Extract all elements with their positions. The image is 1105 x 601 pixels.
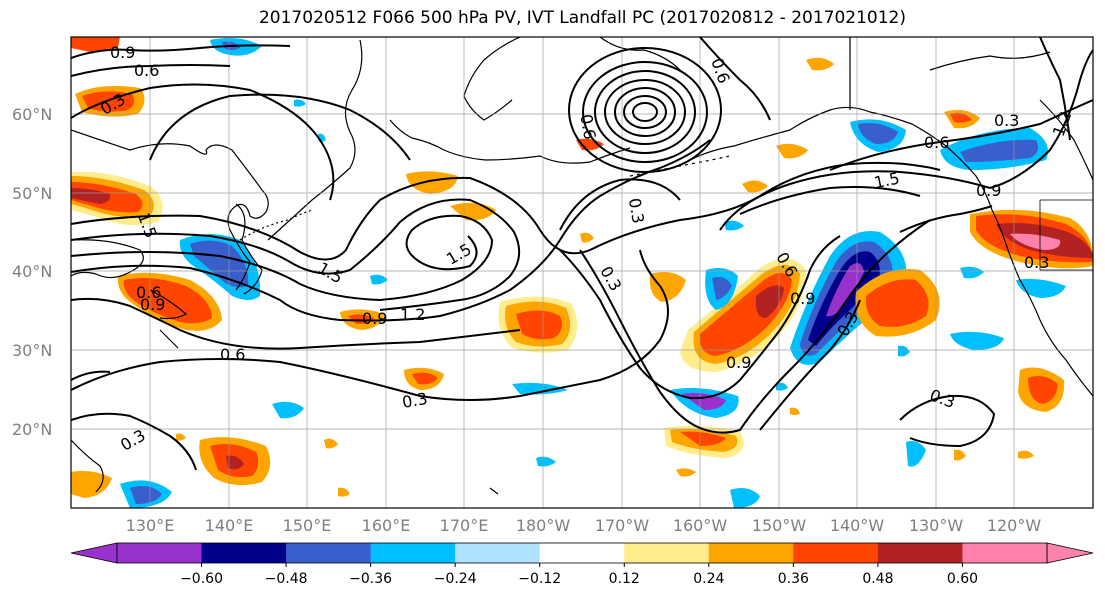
contour-label: 0.6	[220, 345, 245, 364]
colorbar-tick-label: −0.60	[180, 571, 223, 587]
colorbar-tick-label: 0.12	[609, 571, 640, 587]
lat-label-30: 30°N	[12, 341, 52, 360]
colorbar-bin	[962, 543, 1048, 563]
colorbar-extend-min	[70, 542, 118, 564]
colorbar-tick-label: 0.36	[778, 571, 809, 587]
lon-label: 160°E	[362, 516, 411, 535]
colorbar-tick-label: 0.48	[862, 571, 893, 587]
map-title: 2017020512 F066 500 hPa PV, IVT Landfall…	[258, 8, 906, 28]
pv-contours	[71, 37, 1093, 471]
contour-label: 0.6	[136, 283, 161, 302]
colorbar-tick-label: −0.48	[265, 571, 308, 587]
contour-label: 0.9	[140, 295, 165, 314]
contour-label: 0.9	[976, 181, 1001, 200]
colorbar: −0.60 −0.48 −0.36 −0.24 −0.12 0.12 0.24 0.36 0.4…	[70, 542, 1094, 587]
lon-label: 170°E	[440, 516, 489, 535]
colorbar-tick-label: −0.24	[434, 571, 477, 587]
contour-label: 0.9	[790, 289, 815, 308]
colorbar-bin	[455, 543, 541, 563]
colorbar-bin	[286, 543, 372, 563]
contour-label: 0.6	[924, 133, 949, 152]
lat-label-20: 20°N	[12, 420, 52, 439]
colorbar-tick-label: −0.36	[349, 571, 392, 587]
latitude-labels: 60°N 50°N 40°N 30°N 20°N	[12, 105, 52, 439]
gridlines	[71, 37, 1093, 508]
contour-label: 1.5	[872, 168, 901, 192]
contour-label: 0.3	[625, 197, 648, 225]
contour-label: 1.2	[400, 305, 425, 324]
colorbar-tick-label: −0.12	[518, 571, 561, 587]
contour-label: 0.3	[401, 389, 429, 412]
lat-label-50: 50°N	[12, 184, 52, 203]
lat-label-40: 40°N	[12, 262, 52, 281]
contour-label: 0.9	[110, 43, 135, 62]
colorbar-bin	[793, 543, 879, 563]
colorbar-tick-label: 0.60	[947, 571, 978, 587]
lon-label: 140°E	[205, 516, 254, 535]
lon-label: 180°W	[516, 516, 571, 535]
longitude-labels: 130°E 140°E 150°E 160°E 170°E 180°W 170°…	[126, 516, 1042, 535]
lon-label: 170°W	[595, 516, 650, 535]
contour-label: 0.9	[726, 353, 751, 372]
plot-frame	[70, 36, 1094, 509]
contour-label: 0.3	[1024, 253, 1049, 272]
lon-label: 150°W	[752, 516, 807, 535]
lon-label: 130°E	[126, 516, 175, 535]
contour-label: 0.9	[362, 309, 387, 328]
colorbar-bin	[201, 543, 287, 563]
colorbar-bin	[117, 543, 203, 563]
colorbar-frame	[116, 542, 1048, 564]
lat-label-60: 60°N	[12, 105, 52, 124]
colorbar-extend-max	[1046, 542, 1094, 564]
colorbar-bin	[539, 543, 625, 563]
colorbar-bin	[624, 543, 710, 563]
lon-label: 160°W	[673, 516, 728, 535]
lon-label: 130°W	[909, 516, 964, 535]
colorbar-tick-label: 0.24	[693, 571, 724, 587]
contour-label: 0.6	[134, 61, 159, 80]
colorbar-bin	[877, 543, 963, 563]
contour-label: 0.3	[994, 111, 1019, 130]
lon-label: 150°E	[283, 516, 332, 535]
lon-label: 120°W	[987, 516, 1042, 535]
colorbar-bin	[708, 543, 794, 563]
contour-label: 0.6	[576, 113, 599, 141]
colorbar-bin	[370, 543, 456, 563]
lon-label: 140°W	[830, 516, 885, 535]
